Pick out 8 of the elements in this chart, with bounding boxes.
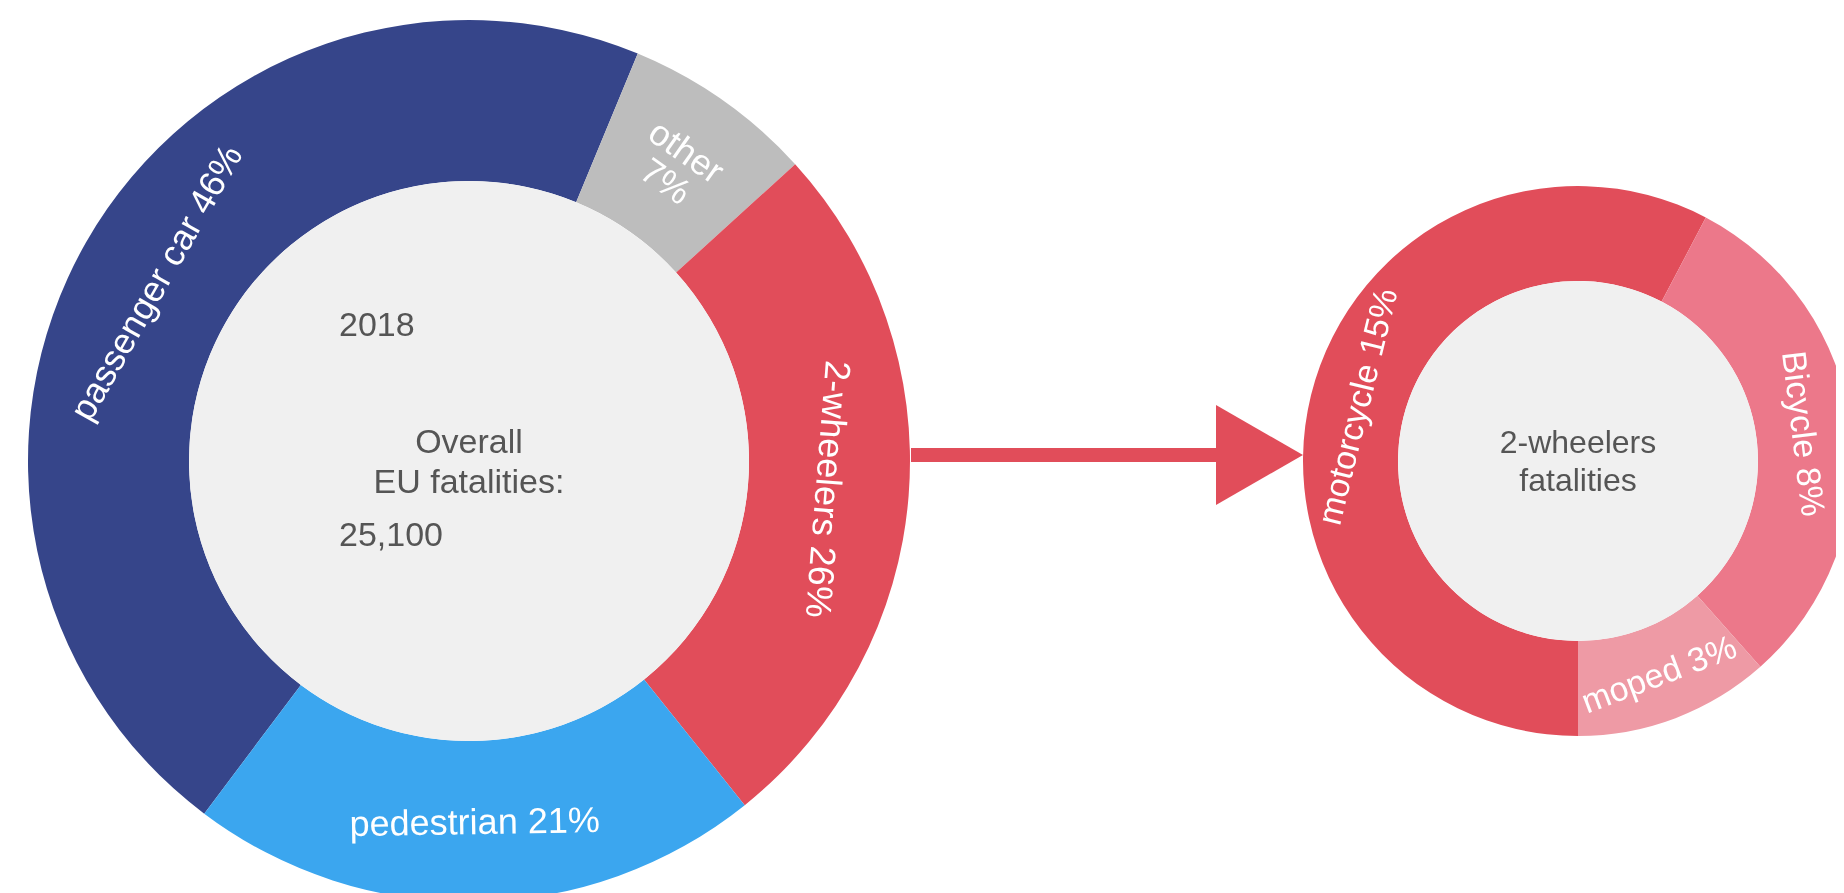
- slice-label: 2-wheelers 26%: [797, 359, 859, 620]
- slice-label: Bicycle 8%: [1775, 348, 1833, 519]
- text: Overall EU fatalities:: [373, 421, 565, 501]
- text: 2-wheelers fatalities: [1499, 424, 1657, 499]
- text: 25,100: [339, 515, 443, 553]
- slice-label: motorcycle 15%: [1309, 284, 1405, 529]
- text: 2018: [339, 305, 415, 343]
- slice-label: pedestrian 21%: [349, 799, 601, 845]
